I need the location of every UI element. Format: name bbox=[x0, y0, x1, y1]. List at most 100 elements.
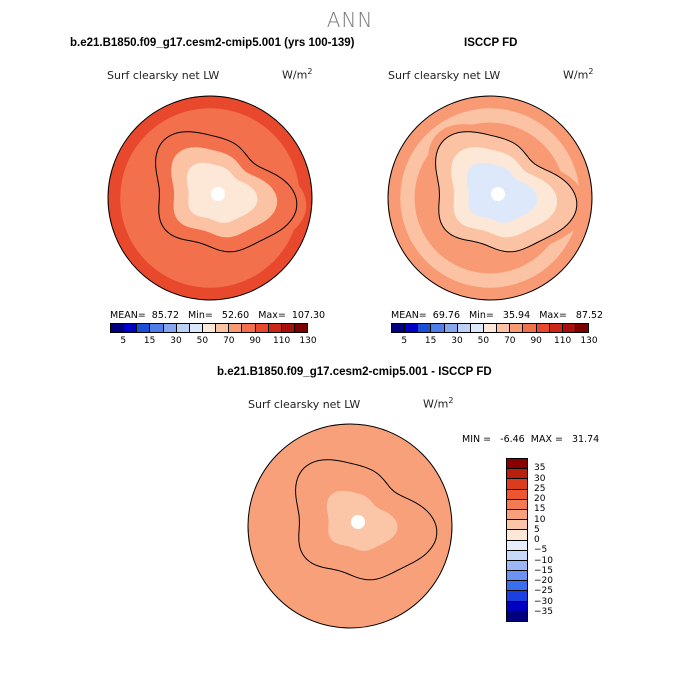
colorbar-swatch bbox=[150, 324, 164, 332]
panel2-map bbox=[387, 95, 593, 301]
colorbar-swatch bbox=[507, 560, 527, 572]
panel3-units: W/m2 bbox=[423, 396, 453, 411]
colorbar-swatch bbox=[507, 469, 527, 480]
colorbar-swatch bbox=[281, 324, 295, 332]
colorbar-swatch bbox=[294, 324, 308, 332]
colorbar-swatch bbox=[510, 324, 524, 332]
panel3-units-text: W/m bbox=[423, 397, 449, 411]
colorbar-swatch bbox=[507, 479, 527, 490]
panel2-units-text: W/m bbox=[563, 68, 589, 82]
panel3-units-sup: 2 bbox=[448, 396, 454, 405]
colorbar-swatch bbox=[483, 324, 498, 332]
colorbar-tick-label: 130 bbox=[299, 336, 317, 346]
colorbar-tick-label: −10 bbox=[534, 555, 553, 566]
panel2-stats: MEAN= 69.76 Min= 35.94 Max= 87.52 bbox=[391, 310, 604, 321]
panel2-title: ISCCP FD bbox=[464, 37, 518, 49]
colorbar-tick-label: 30 bbox=[170, 336, 182, 346]
colorbar-swatch bbox=[507, 611, 527, 621]
panel2-colorbar bbox=[391, 323, 589, 333]
colorbar-swatch bbox=[507, 499, 527, 510]
panel3-colorbar-ticks: 35 30 25 20 15 10 5 0 −5 −10 −15 −20 −25 −30 −35 bbox=[534, 458, 574, 622]
colorbar-tick-label: 35 bbox=[534, 463, 546, 474]
colorbar-tick-label: 15 bbox=[424, 336, 437, 346]
colorbar-swatch bbox=[507, 581, 527, 592]
panel1-map bbox=[107, 95, 313, 301]
colorbar-swatch bbox=[124, 324, 138, 332]
panel1-units: W/m2 bbox=[282, 67, 312, 82]
colorbar-swatch bbox=[507, 520, 527, 531]
colorbar-tick-label: 30 bbox=[534, 473, 546, 484]
colorbar-tick-label: 5 bbox=[534, 524, 540, 535]
colorbar-tick-label: −25 bbox=[534, 586, 553, 597]
colorbar-swatch bbox=[255, 324, 269, 332]
colorbar-tick-label: 70 bbox=[223, 336, 235, 346]
panel3-field bbox=[248, 424, 452, 628]
panel1-units-text: W/m bbox=[282, 68, 308, 82]
colorbar-swatch bbox=[111, 324, 125, 332]
colorbar-swatch bbox=[507, 489, 527, 500]
colorbar-tick-label: 50 bbox=[477, 336, 490, 346]
colorbar-swatch bbox=[163, 324, 177, 332]
antarctica-coastline bbox=[295, 459, 438, 581]
panel2-colorbar-ticks: 5 15 30 50 70 90 110 130 bbox=[391, 336, 597, 348]
colorbar-tick-label: 0 bbox=[534, 535, 540, 545]
colorbar-swatch bbox=[549, 324, 563, 332]
colorbar-tick-label: 130 bbox=[580, 336, 598, 346]
colorbar-swatch bbox=[242, 324, 256, 332]
antarctica-coastline bbox=[435, 131, 578, 253]
panel1-title: b.e21.B1850.f09_g17.cesm2-cmip5.001 (yrs… bbox=[70, 37, 355, 49]
colorbar-swatch bbox=[497, 324, 511, 332]
colorbar-tick-label: −15 bbox=[534, 565, 553, 576]
colorbar-swatch bbox=[507, 591, 527, 602]
colorbar-tick-label: 50 bbox=[196, 336, 209, 346]
panel3-title: b.e21.B1850.f09_g17.cesm2-cmip5.001 - IS… bbox=[217, 366, 492, 378]
colorbar-swatch bbox=[189, 324, 203, 332]
panel1-units-sup: 2 bbox=[307, 67, 313, 76]
panel3-colorbar bbox=[506, 458, 528, 622]
colorbar-swatch bbox=[575, 324, 589, 332]
panel1-field bbox=[108, 96, 312, 300]
colorbar-swatch bbox=[523, 324, 537, 332]
antarctica-coastline bbox=[155, 131, 298, 253]
colorbar-tick-label: 10 bbox=[534, 514, 546, 525]
panel1-variable: Surf clearsky net LW bbox=[107, 69, 220, 82]
colorbar-swatch bbox=[507, 540, 527, 551]
colorbar-tick-label: 110 bbox=[554, 336, 572, 346]
map-border bbox=[387, 95, 593, 301]
map-border bbox=[247, 423, 453, 629]
panel3-map bbox=[247, 423, 453, 629]
colorbar-swatch bbox=[176, 324, 190, 332]
colorbar-tick-label: −20 bbox=[534, 576, 553, 586]
pole-marker bbox=[351, 515, 365, 529]
colorbar-tick-label: 15 bbox=[534, 504, 546, 515]
colorbar-tick-label: 25 bbox=[534, 483, 546, 494]
panel2-units: W/m2 bbox=[563, 67, 593, 82]
colorbar-swatch bbox=[562, 324, 576, 332]
colorbar-swatch bbox=[137, 324, 151, 332]
colorbar-tick-label: 5 bbox=[401, 336, 408, 346]
colorbar-swatch bbox=[507, 459, 527, 470]
colorbar-tick-label: 5 bbox=[120, 336, 127, 346]
pole-marker bbox=[211, 187, 225, 201]
colorbar-swatch bbox=[457, 324, 471, 332]
colorbar-tick-label: 30 bbox=[451, 336, 463, 346]
colorbar-swatch bbox=[431, 324, 445, 332]
colorbar-swatch bbox=[507, 571, 527, 582]
colorbar-tick-label: 15 bbox=[143, 336, 156, 346]
colorbar-swatch bbox=[507, 601, 527, 612]
colorbar-tick-label: −35 bbox=[534, 606, 553, 617]
colorbar-swatch bbox=[536, 324, 550, 332]
panel2-variable: Surf clearsky net LW bbox=[388, 69, 501, 82]
map-border bbox=[107, 95, 313, 301]
panel3-variable: Surf clearsky net LW bbox=[248, 398, 361, 411]
colorbar-swatch bbox=[507, 509, 527, 521]
colorbar-swatch bbox=[216, 324, 230, 332]
colorbar-tick-label: −5 bbox=[534, 545, 548, 556]
colorbar-swatch bbox=[202, 324, 217, 332]
figure-title: ANN bbox=[326, 8, 374, 32]
colorbar-swatch bbox=[470, 324, 484, 332]
panel1-stats: MEAN= 85.72 Min= 52.60 Max= 107.30 bbox=[110, 310, 326, 321]
colorbar-swatch bbox=[507, 530, 527, 541]
colorbar-tick-label: 110 bbox=[273, 336, 291, 346]
panel1-colorbar-ticks: 5 15 30 50 70 90 110 130 bbox=[110, 336, 316, 348]
